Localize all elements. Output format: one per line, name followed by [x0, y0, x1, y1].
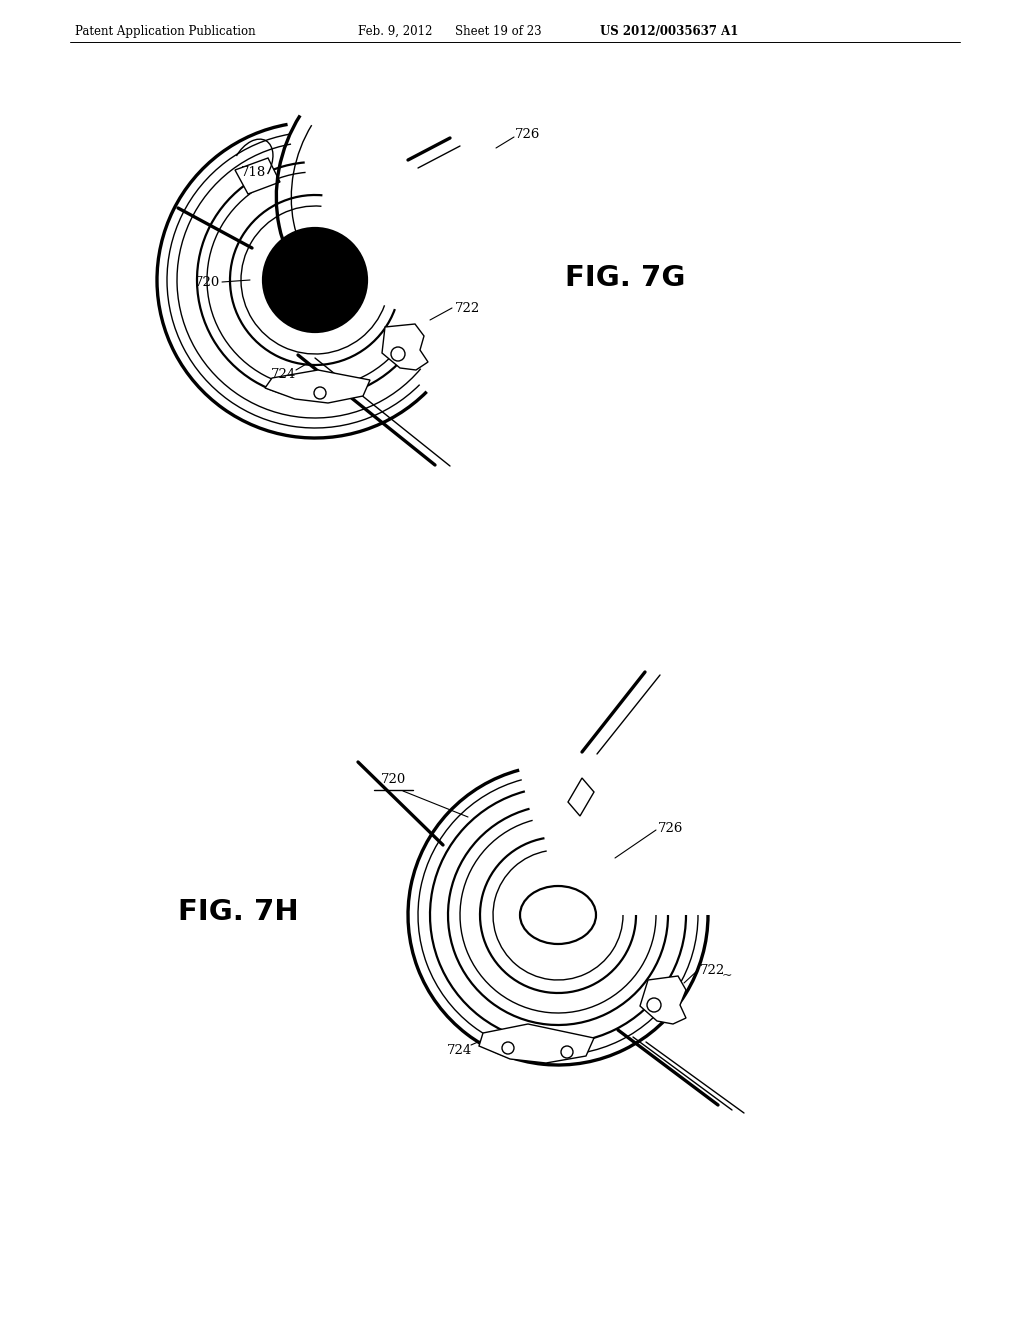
Text: 720: 720	[380, 774, 406, 785]
Text: Patent Application Publication: Patent Application Publication	[75, 25, 256, 38]
Text: Feb. 9, 2012: Feb. 9, 2012	[358, 25, 432, 38]
Text: 724: 724	[447, 1044, 473, 1056]
Text: 724: 724	[270, 367, 296, 380]
Text: 722: 722	[456, 301, 480, 314]
Text: 722: 722	[700, 964, 725, 977]
Polygon shape	[640, 975, 686, 1024]
Circle shape	[263, 228, 367, 333]
Ellipse shape	[520, 886, 596, 944]
Text: 720: 720	[196, 276, 220, 289]
Polygon shape	[479, 1024, 594, 1063]
Text: Sheet 19 of 23: Sheet 19 of 23	[455, 25, 542, 38]
Text: FIG. 7G: FIG. 7G	[565, 264, 685, 292]
Polygon shape	[234, 158, 280, 194]
Text: 726: 726	[515, 128, 541, 141]
Polygon shape	[265, 370, 370, 403]
Text: 718: 718	[241, 165, 265, 178]
Text: 726: 726	[658, 821, 683, 834]
Polygon shape	[382, 323, 428, 370]
Text: ~: ~	[722, 969, 732, 982]
Text: US 2012/0035637 A1: US 2012/0035637 A1	[600, 25, 738, 38]
Text: FIG. 7H: FIG. 7H	[178, 898, 299, 927]
Polygon shape	[568, 777, 594, 816]
